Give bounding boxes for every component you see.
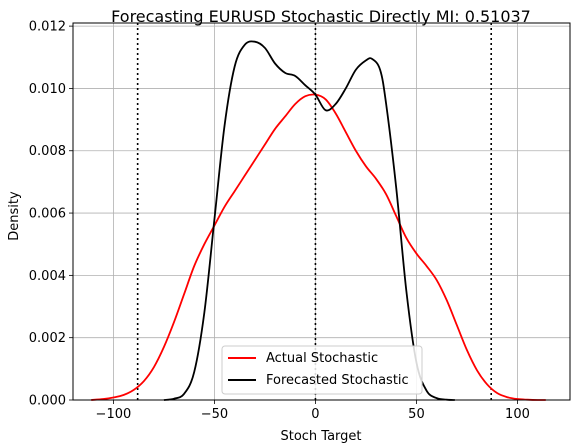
x-tick-label: −50 [201, 407, 228, 422]
legend-label-actual: Actual Stochastic [266, 351, 378, 366]
chart-title: Forecasting EURUSD Stochastic Directly M… [111, 7, 531, 26]
y-tick-label: 0.012 [29, 20, 66, 35]
series-line-actual [91, 93, 546, 401]
legend-label-forecasted: Forecasted Stochastic [266, 373, 409, 388]
y-axis-label: Density [7, 191, 22, 241]
legend: Actual Stochastic Forecasted Stochastic [221, 345, 423, 395]
series-lines [91, 40, 546, 401]
x-tick-label: 0 [311, 407, 319, 422]
x-tick-label: 50 [408, 407, 425, 422]
x-axis-ticks: −100 −50 0 50 100 [96, 400, 530, 422]
y-tick-label: 0.006 [29, 207, 66, 222]
y-tick-label: 0.008 [29, 144, 66, 159]
x-axis-label: Stoch Target [280, 429, 361, 444]
y-tick-label: 0.010 [29, 82, 66, 97]
y-tick-label: 0.000 [29, 394, 66, 409]
x-tick-label: 100 [505, 407, 530, 422]
y-tick-label: 0.002 [29, 331, 66, 346]
x-tick-label: −100 [96, 407, 132, 422]
y-axis-ticks: 0.000 0.002 0.004 0.006 0.008 0.010 0.012 [29, 20, 73, 409]
plot-frame [72, 22, 571, 401]
y-tick-label: 0.004 [29, 269, 66, 284]
series-line-forecasted [163, 40, 455, 401]
legend-box [221, 345, 423, 395]
